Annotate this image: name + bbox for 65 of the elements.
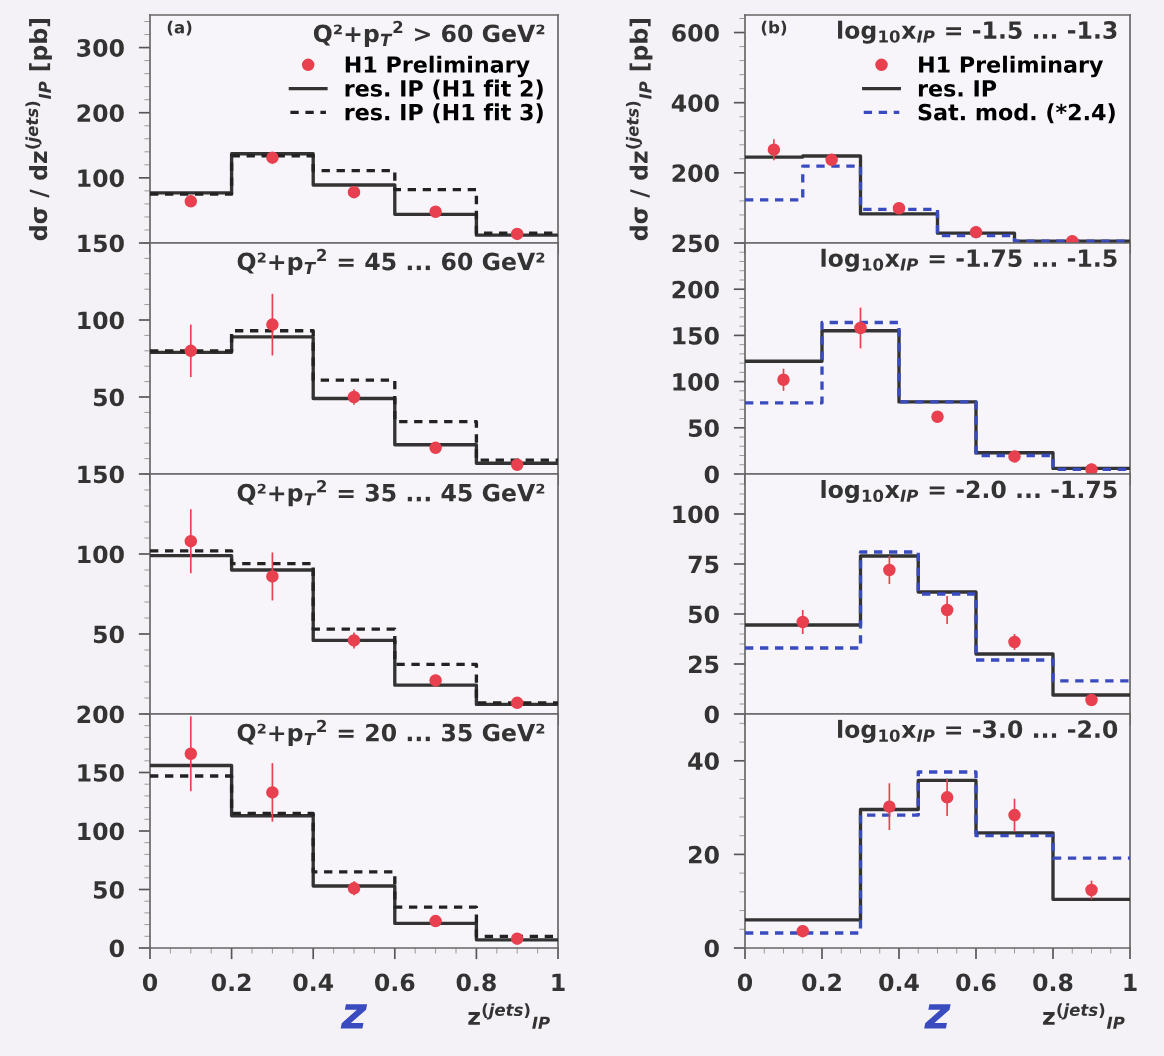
- y-tick-label: 75: [688, 555, 719, 574]
- chart-title: Q²+p$_{T}$$^{2}$ = 35 ... 45 GeV²: [237, 480, 545, 507]
- y-tick-label: 100: [78, 169, 124, 188]
- y-tick-label: 300: [77, 39, 124, 57]
- x-tick-label: 0.2: [211, 973, 251, 992]
- y-tick-label: 0: [704, 465, 719, 484]
- legend-label: res. IP (H1 fit 3): [345, 103, 543, 124]
- x-tick-label: 1: [1124, 973, 1137, 991]
- y-tick-label: 100: [78, 311, 124, 330]
- chart-title: log$_{10}$x$_{IP}$ = -1.75 ... -1.5: [821, 248, 1117, 272]
- y-tick-label: 100: [78, 822, 124, 841]
- legend-label: H1 Preliminary: [345, 55, 530, 78]
- chart-title: Q²+p$_{T}$$^{2}$ = 20 ... 35 GeV²: [237, 719, 545, 747]
- y-tick-label: 250: [672, 234, 719, 253]
- x-tick-label: 0: [142, 973, 158, 992]
- y-tick-label: 50: [93, 388, 124, 407]
- x-tick-label: 0: [737, 973, 753, 992]
- chart-title: log$_{10}$x$_{IP}$ = -1.5 ... -1.3: [838, 20, 1117, 44]
- legend-label: res. IP (H1 fit 2): [345, 79, 543, 100]
- x-tick-label: 0.2: [802, 973, 841, 992]
- x-tick-label: 1: [552, 973, 565, 991]
- chart-title: log$_{10}$x$_{IP}$ = -3.0 ... -2.0: [838, 719, 1118, 743]
- y-tick-label: 50: [688, 419, 719, 438]
- y-axis-title: dσ / dz$^{(jets)}$$_{IP}$ [pb]: [625, 18, 653, 241]
- x-tick-label: 0.8: [456, 973, 496, 992]
- y-tick-label: 100: [673, 505, 719, 524]
- y-tick-label: 400: [671, 94, 719, 112]
- annotation: (b): [761, 20, 787, 36]
- y-tick-label: 150: [78, 465, 124, 484]
- annotation: (a): [167, 20, 192, 36]
- y-tick-label: 0: [109, 939, 124, 958]
- x-tick-label: 0.8: [1033, 973, 1073, 992]
- legend-label: Sat. mod. (*2.4): [918, 103, 1115, 124]
- y-tick-label: 50: [93, 625, 124, 644]
- y-tick-label: 25: [689, 655, 719, 674]
- y-tick-label: 20: [689, 845, 719, 864]
- text: z: [924, 1004, 951, 1029]
- x-tick-label: 0.4: [293, 973, 334, 992]
- x-axis-title: z$^{(jets)}$$_{IP}$: [1043, 1003, 1125, 1029]
- y-tick-label: 100: [673, 373, 719, 391]
- x-tick-label: 0.4: [879, 973, 919, 992]
- y-tick-label: 50: [93, 880, 124, 899]
- y-tick-label: 150: [78, 234, 124, 253]
- x-axis-title: z$^{(jets)}$$_{IP}$: [468, 1003, 550, 1029]
- y-tick-label: 0: [704, 939, 719, 958]
- y-tick-label: 150: [78, 763, 124, 782]
- y-tick-label: 40: [688, 752, 719, 771]
- y-tick-label: 200: [672, 164, 719, 183]
- y-tick-label: 150: [673, 326, 719, 345]
- y-axis-title: dσ / dz$^{(jets)}$$_{IP}$ [pb]: [25, 18, 52, 241]
- legend-label: H1 Preliminary: [919, 55, 1104, 78]
- y-tick-label: 0: [704, 705, 719, 724]
- y-tick-label: 200: [77, 705, 124, 724]
- text: z: [340, 1004, 368, 1029]
- y-tick-label: 200: [672, 280, 719, 299]
- chart-title: Q²+p$_{T}$$^{2}$ > 60 GeV²: [313, 20, 545, 47]
- x-tick-label: 0.6: [956, 973, 996, 992]
- y-tick-label: 600: [672, 23, 719, 42]
- chart-title: log$_{10}$x$_{IP}$ = -2.0 ... -1.75: [821, 480, 1117, 504]
- y-tick-label: 50: [688, 605, 719, 624]
- chart-title: Q²+p$_{T}$$^{2}$ = 45 ... 60 GeV²: [237, 248, 545, 275]
- x-tick-label: 0.6: [375, 973, 415, 992]
- legend-label: res. IP: [918, 80, 997, 97]
- y-tick-label: 200: [77, 104, 124, 123]
- y-tick-label: 100: [78, 545, 124, 564]
